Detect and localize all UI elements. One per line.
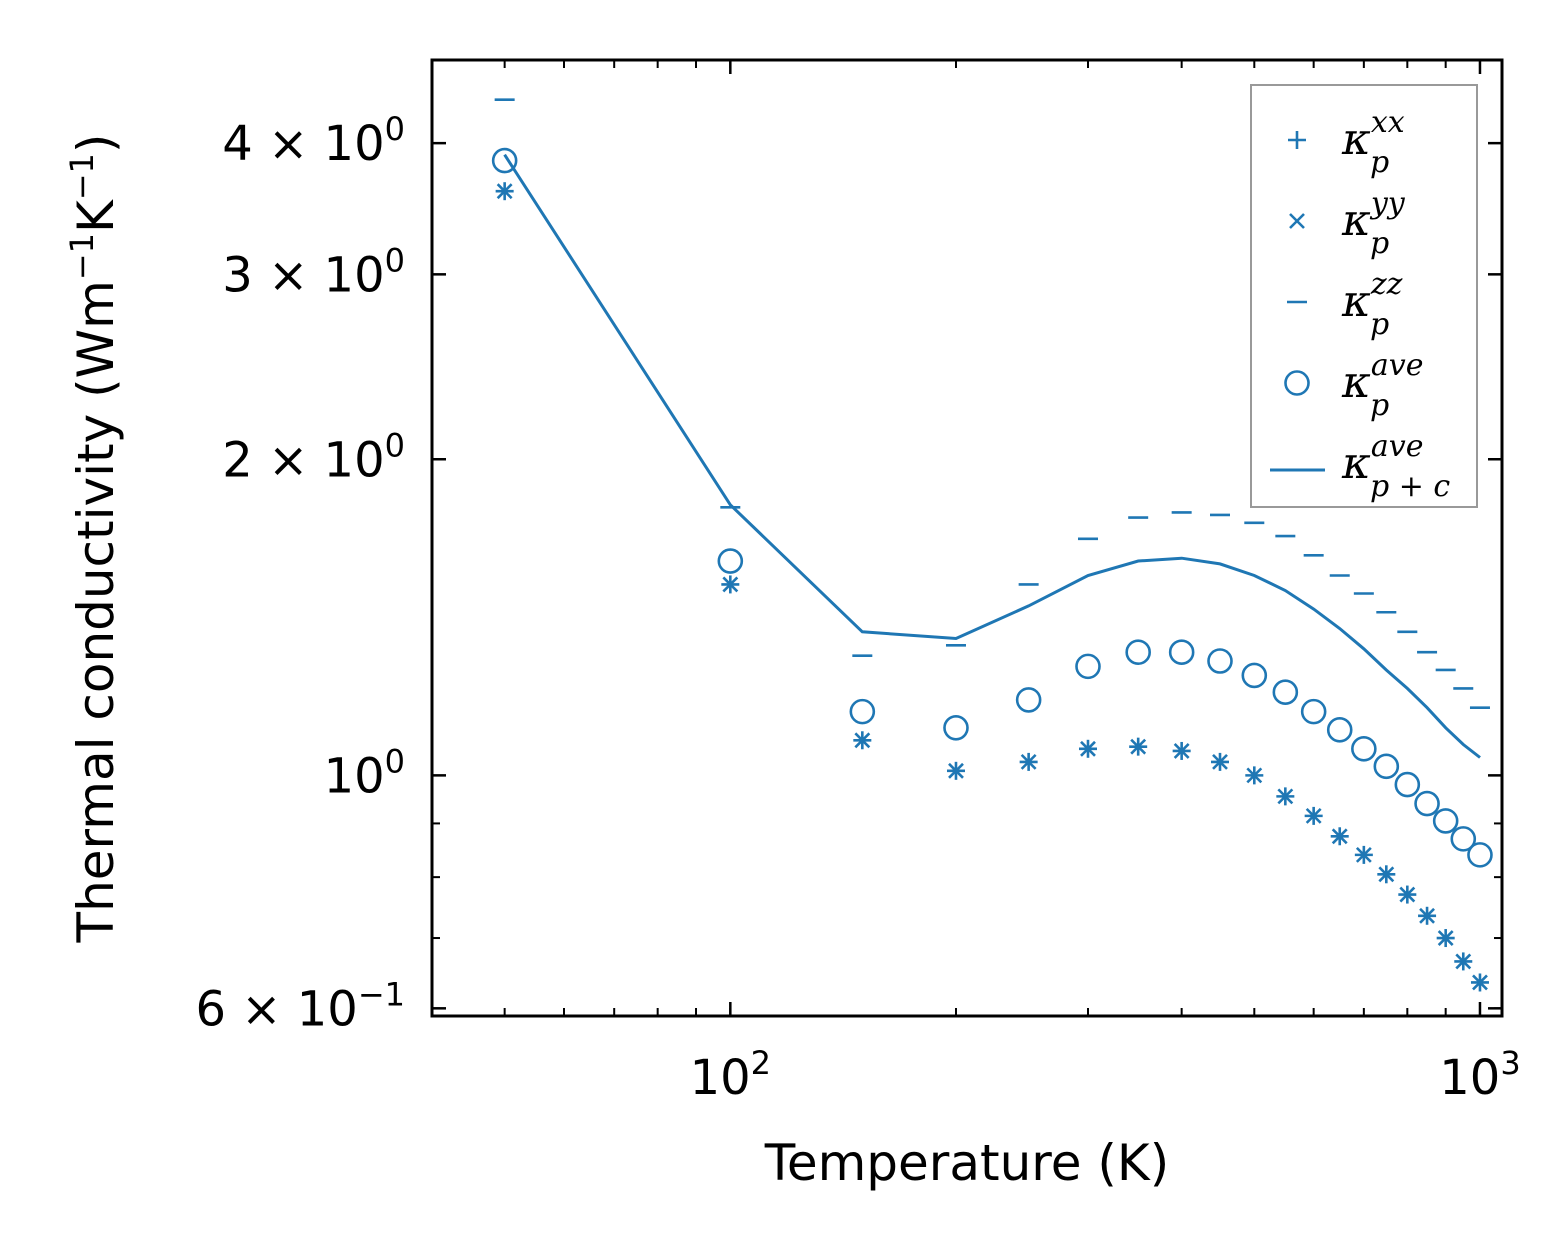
point-kave <box>1326 717 1353 743</box>
y-axis-label: Thermal conductivity (Wm−1K−1) <box>63 134 125 944</box>
point-kyy <box>1455 953 1472 970</box>
point-kyy <box>1080 740 1096 757</box>
plot-frame <box>430 58 1504 1018</box>
series-kave <box>491 147 1493 868</box>
legend-box <box>1250 84 1478 508</box>
point-kyy <box>1305 807 1322 824</box>
point-kyy <box>722 576 739 593</box>
point-kyy <box>496 183 513 200</box>
point-kyy <box>1277 788 1294 805</box>
y-tick-label: 6 × 10−1 <box>195 975 405 1037</box>
point-kyy <box>1212 753 1228 770</box>
legend-entry: κyy p <box>1289 186 1406 261</box>
point-kave <box>943 714 969 741</box>
point-kyy <box>948 762 964 779</box>
point-kyy <box>1331 828 1348 845</box>
y-tick-label: 3 × 100 <box>222 241 405 303</box>
legend-label: κave p + c <box>1341 429 1450 504</box>
major-ticks <box>432 60 1502 1016</box>
point-kyy <box>1378 866 1395 883</box>
legend-marker <box>1288 131 1306 149</box>
series-line-kpc <box>503 153 1481 759</box>
point-kave <box>1414 790 1440 817</box>
point-kyy <box>1419 907 1435 924</box>
point-kave <box>1300 698 1327 725</box>
y-tick-label: 4 × 100 <box>222 110 405 172</box>
x-axis-label: Temperature (K) <box>764 1134 1169 1192</box>
point-kyy <box>1130 738 1147 755</box>
legend-label: κxx p <box>1341 105 1405 180</box>
legend-entry: κxx p <box>1288 105 1405 180</box>
point-kave <box>1450 826 1477 852</box>
point-kave <box>1241 662 1268 689</box>
point-kave <box>1207 648 1233 674</box>
point-kyy <box>1437 930 1454 946</box>
legend-entry: κave p + c <box>1270 429 1450 504</box>
point-kyy <box>1355 846 1372 863</box>
series-kpc <box>503 153 1481 759</box>
series-kzz <box>494 98 1490 709</box>
point-kyy <box>1173 743 1190 759</box>
point-kyy <box>1399 886 1416 903</box>
point-kave <box>1467 842 1493 868</box>
point-kave <box>1272 679 1299 706</box>
point-kave <box>1351 735 1377 762</box>
tick-labels: 102 103 6 × 10−1 100 2 × 100 3 × 100 4 × 100 <box>195 110 1520 1106</box>
point-kave <box>1125 639 1151 666</box>
legend-label: κave p <box>1341 348 1423 423</box>
x-tick-label: 102 <box>690 1044 771 1106</box>
point-kave <box>491 147 518 174</box>
legend-marker <box>1289 213 1305 229</box>
point-kyy <box>854 732 871 749</box>
point-kave <box>1015 687 1042 713</box>
point-kave <box>849 698 876 725</box>
point-kyy <box>1020 753 1037 770</box>
series-kyy <box>496 183 1488 991</box>
series-layer <box>491 98 1493 992</box>
point-kave <box>1075 653 1101 680</box>
legend-entry: κave p <box>1284 348 1423 423</box>
point-kave <box>1432 808 1459 834</box>
legend-entry: κzz p <box>1287 267 1403 342</box>
point-kave <box>1394 771 1421 798</box>
point-kyy <box>1246 767 1263 784</box>
legend-marker <box>1284 370 1310 396</box>
point-kave <box>1373 753 1400 780</box>
x-tick-label: 103 <box>1439 1044 1520 1106</box>
point-kave <box>717 548 744 574</box>
legend-label: κyy p <box>1341 186 1406 261</box>
y-tick-label: 100 <box>324 742 405 804</box>
point-kave <box>1168 639 1195 666</box>
y-tick-label: 2 × 100 <box>222 426 405 488</box>
point-kyy <box>1472 974 1488 991</box>
legend-label: κzz p <box>1341 267 1403 342</box>
